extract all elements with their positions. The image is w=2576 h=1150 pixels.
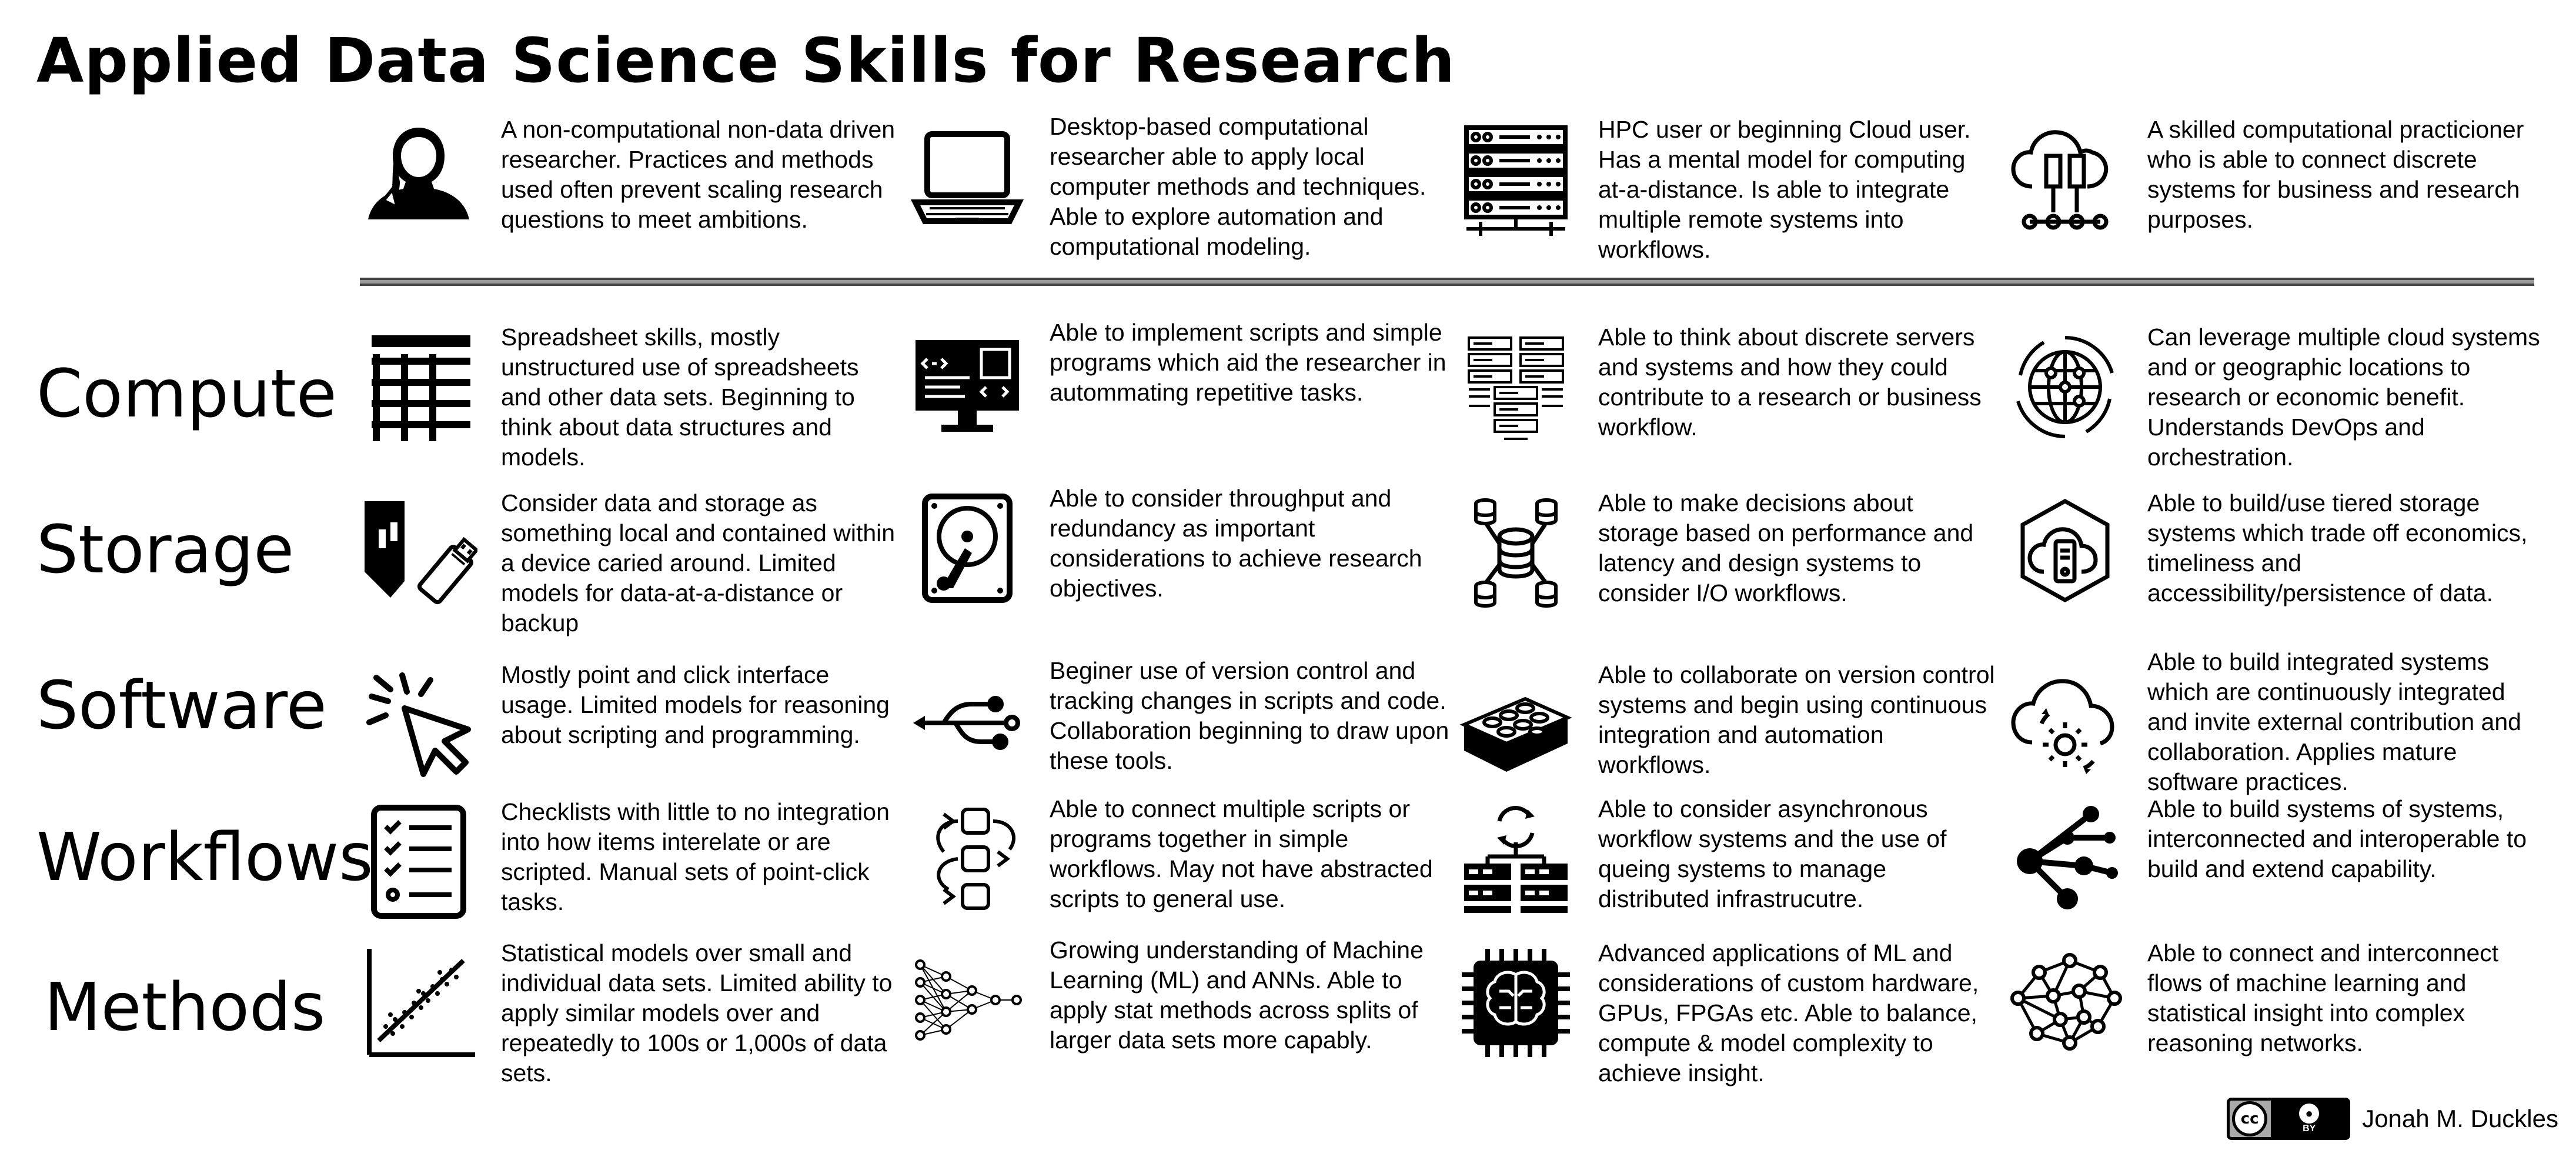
compute-level-3: Able to think about discrete servers and… [1457,322,2005,481]
methods-level-2-text: Growing understanding of Machine Learnin… [1050,936,1424,1054]
workflows-level-3: Able to consider asynchronous workflow s… [1457,794,2005,953]
creative-commons-icon: cc ● BY [2227,1098,2351,1140]
level-2-description: Desktop-based computational researcher a… [908,112,1456,271]
row-label-methods: Methods [44,969,326,1046]
storage-level-2-text: Able to consider throughput and redundan… [1050,485,1422,602]
researcher-icon [360,121,477,238]
building-block-icon [1457,666,1575,784]
neural-network-icon [908,941,1026,1059]
level-4-description: A skilled computational practicioner who… [2006,115,2554,274]
workflows-level-2: Able to connect multiple scripts or prog… [908,794,1456,953]
ai-chip-icon [1457,944,1575,1062]
database-network-icon [1457,494,1575,612]
script-flow-icon [908,800,1026,918]
software-level-4-text: Able to build integrated systems which a… [2147,648,2521,795]
cursor-click-icon [360,666,477,784]
cc-mark: cc [2232,1101,2268,1136]
storage-level-2: Able to consider throughput and redundan… [908,484,1456,642]
software-level-1: Mostly point and click interface usage. … [360,660,908,819]
workflows-level-4-text: Able to build systems of systems, interc… [2147,795,2527,882]
usb-drive-icon [360,494,477,612]
workflows-level-1-text: Checklists with little to no integration… [501,798,890,915]
level-3-description: HPC user or beginning Cloud user. Has a … [1457,115,2005,274]
code-monitor-icon [908,324,1026,441]
header-divider [360,278,2534,286]
compute-level-4: Can leverage multiple cloud systems and … [2006,322,2554,481]
spreadsheet-icon [360,328,477,446]
cloud-gear-icon [2006,665,2124,782]
methods-level-3: Advanced applications of ML and consider… [1457,938,2005,1097]
row-label-storage: Storage [36,512,295,588]
server-rack-icon [1457,121,1575,238]
by-mark: ● BY [2271,1101,2348,1137]
software-level-1-text: Mostly point and click interface usage. … [501,661,890,748]
methods-level-1: Statistical models over small and indivi… [360,938,908,1097]
compute-level-1: Spreadsheet skills, mostly unstructured … [360,322,908,481]
async-servers-icon [1457,800,1575,918]
software-level-3: Able to collaborate on version control s… [1457,660,2005,819]
cloud-storage-icon [2006,494,2124,612]
scatter-plot-icon [360,944,477,1062]
mesh-network-icon [2006,944,2124,1062]
row-label-software: Software [36,668,327,744]
workflows-level-2-text: Able to connect multiple scripts or prog… [1050,795,1433,912]
software-level-3-text: Able to collaborate on version control s… [1598,661,1995,778]
level-2-text: Desktop-based computational researcher a… [1050,113,1426,260]
page-title: Applied Data Science Skills for Research [36,25,1456,96]
level-3-text: HPC user or beginning Cloud user. Has a … [1598,116,1971,263]
share-network-icon [2006,800,2124,918]
workflows-level-1: Checklists with little to no integration… [360,797,908,956]
software-level-2-text: Beginer use of version control and track… [1050,657,1449,774]
by-label: BY [2303,1124,2316,1134]
compute-level-2: Able to implement scripts and simple pro… [908,318,1456,476]
storage-level-4: Able to build/use tiered storage systems… [2006,488,2554,647]
software-level-4: Able to build integrated systems which a… [2006,647,2554,806]
git-branch-icon [908,662,1026,779]
compute-level-1-text: Spreadsheet skills, mostly unstructured … [501,324,859,471]
footer-credit: cc ● BY Jonah M. Duckles [2227,1095,2558,1142]
checklist-icon [360,803,477,921]
cloud-network-icon [2006,121,2124,238]
compute-level-2-text: Able to implement scripts and simple pro… [1050,319,1446,406]
author-name: Jonah M. Duckles [2362,1105,2558,1132]
storage-level-1-text: Consider data and storage as something l… [501,489,896,636]
methods-level-1-text: Statistical models over small and indivi… [501,939,893,1086]
storage-level-3-text: Able to make decisions about storage bas… [1598,489,1974,606]
level-1-description: A non-computational non-data driven rese… [360,115,908,274]
workflows-level-3-text: Able to consider asynchronous workflow s… [1598,795,1947,912]
server-cluster-icon [1457,328,1575,446]
storage-level-3: Able to make decisions about storage bas… [1457,488,2005,647]
laptop-icon [908,118,1026,235]
row-label-compute: Compute [36,356,337,432]
methods-level-2: Growing understanding of Machine Learnin… [908,935,1456,1094]
methods-level-3-text: Advanced applications of ML and consider… [1598,939,1979,1086]
compute-level-3-text: Able to think about discrete servers and… [1598,324,1982,441]
storage-level-1: Consider data and storage as something l… [360,488,908,647]
hard-drive-icon [908,489,1026,607]
attribution-icon: ● [2299,1104,2320,1124]
software-level-2: Beginer use of version control and track… [908,656,1456,815]
globe-network-icon [2006,328,2124,446]
methods-level-4: Able to connect and interconnect flows o… [2006,938,2554,1097]
row-label-workflows: Workflows [36,819,373,896]
methods-level-4-text: Able to connect and interconnect flows o… [2147,939,2499,1056]
level-1-text: A non-computational non-data driven rese… [501,116,896,233]
workflows-level-4: Able to build systems of systems, interc… [2006,794,2554,953]
level-4-text: A skilled computational practicioner who… [2147,116,2524,233]
storage-level-4-text: Able to build/use tiered storage systems… [2147,489,2528,606]
compute-level-4-text: Can leverage multiple cloud systems and … [2147,324,2540,471]
